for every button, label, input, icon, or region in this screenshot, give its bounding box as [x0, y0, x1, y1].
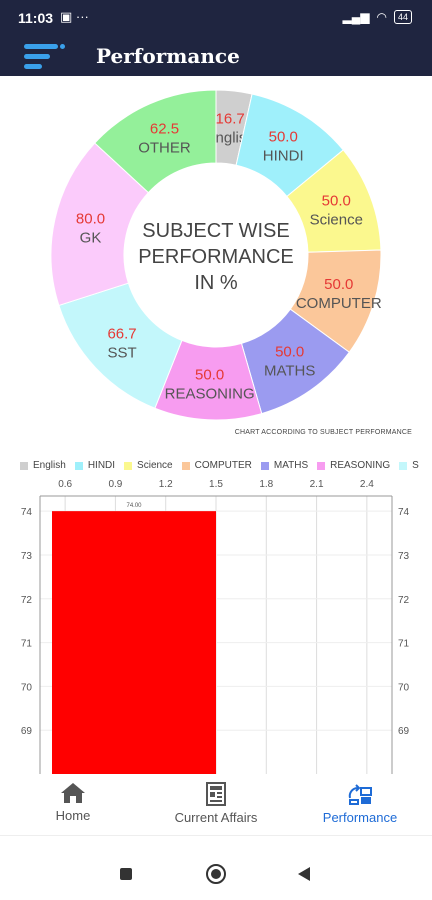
- nav-home[interactable]: Home: [38, 782, 108, 823]
- x-tick-label: 0.9: [108, 479, 122, 490]
- legend-item[interactable]: MATHS: [260, 460, 309, 471]
- donut-value-hindi: 50.0: [269, 128, 298, 145]
- x-tick-label: 2.4: [360, 479, 374, 490]
- donut-label-computer: COMPUTER: [296, 295, 382, 312]
- donut-center-title-line: SUBJECT WISE: [142, 220, 289, 242]
- nav-current-affairs-label: Current Affairs: [174, 810, 258, 825]
- y-tick-label-right: 72: [398, 595, 410, 606]
- nav-current-affairs[interactable]: Current Affairs: [160, 782, 272, 825]
- bar[interactable]: [52, 511, 216, 774]
- x-tick-label: 1.2: [159, 479, 173, 490]
- x-tick-label: 1.8: [259, 479, 273, 490]
- legend-label: Science: [137, 460, 173, 471]
- nav-performance[interactable]: Performance: [308, 782, 412, 825]
- system-navigation-bar: [0, 848, 432, 900]
- legend-swatch: [74, 461, 83, 470]
- legend-label: REASONING: [330, 460, 391, 471]
- y-tick-label-right: 70: [398, 682, 410, 693]
- y-tick-label-left: 74: [21, 507, 33, 518]
- bar-value-label: 74.00: [126, 503, 142, 509]
- recents-button[interactable]: [120, 868, 132, 880]
- donut-label-hindi: HINDI: [263, 147, 304, 164]
- back-button[interactable]: [298, 867, 310, 881]
- legend-label: COMPUTER: [194, 460, 252, 471]
- y-tick-label-left: 73: [21, 551, 33, 562]
- x-tick-label: 1.5: [209, 479, 223, 490]
- y-tick-label-right: 73: [398, 551, 410, 562]
- donut-value-other: 62.5: [150, 120, 179, 137]
- legend-swatch: [260, 461, 269, 470]
- donut-label-science: Science: [310, 212, 363, 229]
- y-tick-label-left: 72: [21, 595, 33, 606]
- legend-swatch: [399, 461, 408, 470]
- y-tick-label-left: 69: [21, 726, 33, 737]
- donut-label-gk: GK: [80, 229, 102, 246]
- legend-swatch: [124, 461, 133, 470]
- x-tick-label: 0.6: [58, 479, 72, 490]
- donut-value-sst: 66.7: [107, 326, 136, 343]
- donut-value-gk: 80.0: [76, 210, 105, 227]
- donut-label-maths: MATHS: [264, 362, 315, 379]
- donut-value-english: 16.7: [216, 110, 245, 127]
- donut-hole: [134, 173, 298, 337]
- donut-value-maths: 50.0: [275, 343, 304, 360]
- donut-label-sst: SST: [107, 345, 136, 362]
- donut-center-title-line: IN %: [194, 272, 238, 294]
- system-home-button[interactable]: [206, 864, 226, 884]
- legend-swatch: [181, 461, 190, 470]
- legend-swatch: [20, 461, 28, 470]
- signal-icon: ▂▄▆: [342, 10, 370, 24]
- y-tick-label-right: 71: [398, 639, 410, 650]
- legend-swatch: [317, 461, 326, 470]
- home-icon: [61, 783, 85, 803]
- donut-center-title-line: PERFORMANCE: [138, 246, 294, 268]
- legend-label: MATHS: [273, 460, 309, 471]
- legend-label: S: [412, 460, 419, 471]
- legend-item[interactable]: COMPUTER: [181, 460, 252, 471]
- y-tick-label-left: 70: [21, 682, 33, 693]
- legend-label: HINDI: [87, 460, 116, 471]
- donut-value-reasoning: 50.0: [195, 366, 224, 383]
- donut-value-computer: 50.0: [324, 276, 353, 293]
- donut-label-other: OTHER: [138, 139, 191, 156]
- legend-item[interactable]: REASONING: [317, 460, 390, 471]
- legend-label: English: [33, 460, 66, 471]
- nav-home-label: Home: [55, 808, 91, 823]
- y-tick-label-left: 71: [21, 639, 33, 650]
- performance-icon: [348, 784, 372, 805]
- legend-item[interactable]: English: [20, 460, 66, 471]
- chart-caption: CHART ACCORDING TO SUBJECT PERFORMANCE: [234, 429, 412, 436]
- donut-label-reasoning: REASONING: [165, 385, 255, 402]
- bottom-navigation: Home Current Affairs Performance: [0, 774, 432, 836]
- app-bar: Performance: [0, 36, 432, 76]
- notification-icons: ▣ ···: [60, 9, 89, 24]
- legend-item[interactable]: S: [399, 460, 419, 471]
- y-tick-label-right: 69: [398, 726, 410, 737]
- performance-bar-chart: 0.6 0.9 1.2 1.5 1.8 2.1 2.4 74 74 73 73 72 72 71 71 70 7…: [21, 479, 410, 774]
- battery-icon: 44: [393, 10, 412, 24]
- bar-chart-legend: English HINDI Science COMPUTER MATHS REASONIN…: [20, 460, 432, 474]
- status-right-icons: ▂▄▆ ◠ 44: [343, 10, 412, 24]
- x-tick-label: 2.1: [310, 479, 324, 490]
- status-bar: 11:03 ▣ ··· ▂▄▆ ◠ 44: [0, 0, 432, 36]
- legend-item[interactable]: Science: [124, 460, 173, 471]
- y-tick-label-right: 74: [398, 507, 410, 518]
- status-time: 11:03: [18, 10, 54, 26]
- page-title: Performance: [96, 44, 240, 68]
- menu-icon[interactable]: [24, 42, 65, 72]
- nav-performance-label: Performance: [322, 810, 398, 825]
- wifi-icon: ◠: [376, 10, 387, 24]
- newspaper-icon: [206, 782, 226, 806]
- legend-item[interactable]: HINDI: [74, 460, 116, 471]
- donut-value-science: 50.0: [322, 193, 351, 210]
